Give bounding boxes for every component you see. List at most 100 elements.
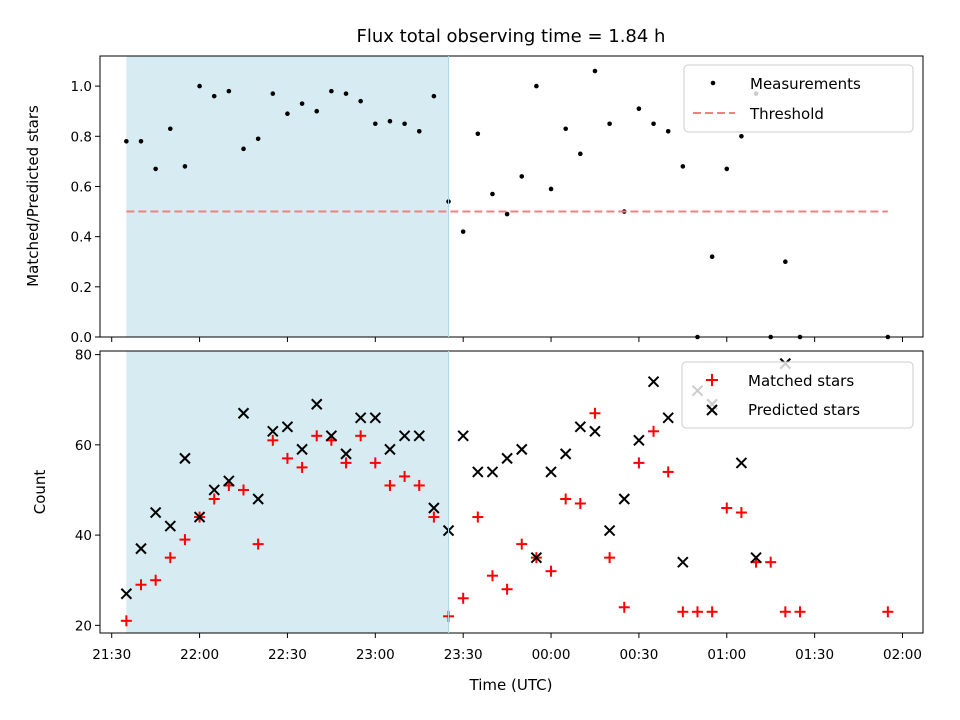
predicted-star-point — [428, 502, 440, 514]
measurement-point — [534, 83, 539, 89]
matched-star-point — [794, 606, 806, 618]
predicted-star-point — [369, 412, 382, 424]
predicted-star-point — [545, 466, 557, 478]
measurement-point — [680, 164, 686, 169]
measurements-legend-marker — [710, 80, 716, 86]
predicted-star-point — [354, 412, 367, 424]
predicted-star-point — [179, 452, 191, 465]
predicted-star-point — [662, 412, 674, 424]
predicted-star-point — [647, 375, 660, 388]
predicted-star-point — [530, 551, 543, 564]
predicted-star-point — [633, 434, 645, 447]
matched-star-point — [340, 457, 352, 469]
predicted-star-point — [193, 511, 206, 523]
predicted-star-point — [516, 443, 528, 456]
predicted-star-point — [472, 466, 484, 478]
measurement-point — [387, 118, 393, 124]
matched-star-point — [721, 502, 733, 514]
matched-star-point — [501, 583, 513, 595]
matched-star-point — [779, 606, 791, 618]
matched-star-point — [486, 570, 498, 582]
predicted-star-point — [384, 443, 396, 456]
x-tick-label: 22:00 — [180, 647, 219, 663]
matched-star-point — [633, 457, 645, 469]
matched-star-point — [457, 592, 469, 604]
count-panel: 20 40 60 80 21:30 22:00 22:30 23:00 23:30 00:00 0… — [31, 348, 924, 663]
predicted-star-point — [208, 484, 220, 496]
measurement-point — [167, 126, 173, 132]
measurement-point — [739, 133, 744, 139]
predicted-star-point — [281, 421, 294, 433]
measurement-point — [563, 126, 568, 132]
matched-legend-marker — [706, 374, 718, 386]
legend-measurements: Measurements — [750, 75, 861, 93]
measurement-point — [124, 139, 129, 144]
measurement-point — [255, 136, 261, 142]
x-axis-label: Time (UTC) — [469, 676, 553, 694]
measurement-point — [285, 111, 290, 117]
x-tick-label: 23:00 — [356, 647, 395, 663]
predicted-legend-marker — [706, 404, 718, 416]
matched-star-point — [120, 615, 132, 627]
predicted-star-point — [325, 430, 338, 442]
matched-star-point — [589, 407, 601, 419]
measurement-point — [519, 174, 525, 179]
measurement-point — [153, 166, 158, 172]
matched-star-point — [399, 470, 411, 482]
x-tick-label: 23:30 — [444, 647, 483, 663]
y-tick-label: 0.4 — [71, 230, 92, 246]
predicted-star-point — [120, 588, 133, 600]
measurement-point — [314, 108, 320, 114]
y-tick-label: 60 — [75, 438, 92, 454]
measurement-point — [138, 139, 144, 144]
ratio-panel-frame — [99, 55, 924, 338]
count-legend: Matched stars Predicted stars — [681, 361, 914, 429]
matched-star-point — [560, 493, 572, 505]
matched-star-point — [179, 534, 191, 546]
y-tick-label: 80 — [75, 348, 92, 364]
predicted-star-point — [486, 466, 499, 478]
predicted-star-point — [164, 520, 176, 532]
predicted-star-point — [574, 421, 587, 433]
predicted-star-point — [677, 556, 689, 568]
measurement-point — [197, 83, 202, 89]
count-y-label: Count — [31, 470, 49, 515]
matched-star-point — [618, 601, 630, 613]
measurement-point — [475, 131, 481, 137]
measurement-point — [460, 229, 466, 234]
measurement-point — [651, 121, 656, 127]
predicted-star-point — [735, 457, 748, 469]
predicted-star-point — [223, 475, 235, 487]
y-tick-label: 40 — [75, 528, 92, 544]
y-tick-label: 0.8 — [71, 129, 92, 145]
predicted-star-point — [501, 452, 513, 465]
matched-star-point — [648, 425, 660, 437]
matched-star-point — [413, 479, 425, 491]
y-tick-label: 0.2 — [71, 280, 92, 296]
measurement-point — [358, 98, 363, 104]
y-tick-label: 0.0 — [71, 330, 92, 346]
shaded-observing-window — [126, 56, 449, 337]
measurement-point — [431, 93, 437, 99]
matched-star-point — [150, 574, 162, 586]
y-tick-label: 20 — [75, 618, 92, 634]
matched-star-point — [516, 538, 528, 550]
x-tick-label: 01:30 — [795, 647, 834, 663]
ratio-y-label: Matched/Predicted stars — [24, 105, 42, 287]
x-tick-label: 00:00 — [532, 647, 571, 663]
matched-star-point — [604, 552, 616, 564]
legend-threshold: Threshold — [749, 105, 824, 123]
matched-star-point — [296, 461, 308, 473]
shaded-observing-window — [126, 351, 449, 633]
ratio-legend: Measurements Threshold — [683, 64, 914, 133]
matched-star-point — [252, 538, 264, 550]
matched-star-point — [428, 511, 440, 523]
predicted-star-point — [559, 448, 572, 460]
matched-star-point — [164, 552, 176, 564]
matched-star-point — [267, 434, 279, 446]
measurement-point — [548, 186, 554, 192]
matched-star-point — [135, 579, 147, 591]
ratio-panel: 0.0 0.2 0.4 0.6 0.8 1.0 Matched/Predicted sta… — [24, 55, 924, 346]
legend-predicted: Predicted stars — [748, 401, 860, 419]
matched-star-point — [369, 457, 381, 469]
